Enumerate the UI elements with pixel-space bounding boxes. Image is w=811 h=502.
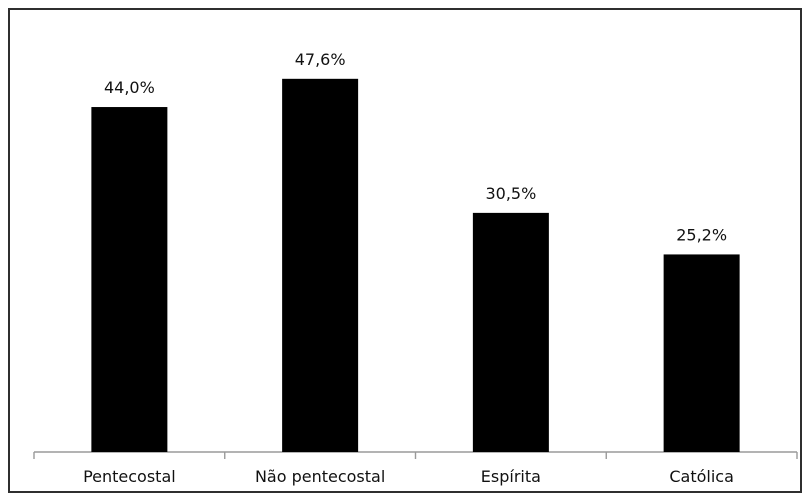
data-label-3: 25,2% [676, 225, 727, 244]
category-label-3: Católica [669, 467, 734, 486]
category-label-2: Espírita [481, 467, 541, 486]
bar-1 [282, 78, 359, 452]
data-label-1: 47,6% [295, 50, 346, 69]
category-labels: Pentecostal Não pentecostal Espírita Católi… [83, 467, 734, 486]
category-label-0: Pentecostal [83, 467, 176, 486]
data-labels: 44,0% 47,6% 30,5% 25,2% [104, 50, 727, 245]
x-axis [33, 451, 798, 459]
bar-0 [91, 107, 168, 452]
bar-3 [663, 254, 740, 452]
bars [91, 78, 740, 452]
data-label-2: 30,5% [485, 184, 536, 203]
category-label-1: Não pentecostal [255, 467, 385, 486]
data-label-0: 44,0% [104, 78, 155, 97]
bar-2 [472, 212, 549, 452]
